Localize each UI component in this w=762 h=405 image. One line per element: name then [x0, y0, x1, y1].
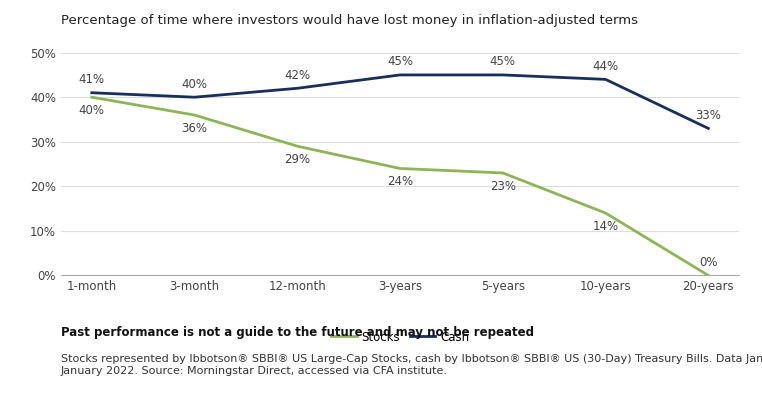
Text: 41%: 41%: [78, 73, 105, 86]
Text: 23%: 23%: [490, 180, 516, 193]
Text: 42%: 42%: [284, 68, 310, 81]
Text: Past performance is not a guide to the future and may not be repeated: Past performance is not a guide to the f…: [61, 326, 534, 339]
Text: 40%: 40%: [78, 104, 105, 117]
Text: 14%: 14%: [593, 220, 619, 233]
Text: 29%: 29%: [284, 153, 310, 166]
Text: Stocks represented by Ibbotson® SBBI® US Large-Cap Stocks, cash by Ibbotson® SBB: Stocks represented by Ibbotson® SBBI® US…: [61, 354, 762, 376]
Text: 45%: 45%: [387, 55, 413, 68]
Text: 44%: 44%: [593, 60, 619, 73]
Text: Percentage of time where investors would have lost money in inflation-adjusted t: Percentage of time where investors would…: [61, 14, 638, 27]
Text: 36%: 36%: [181, 122, 207, 135]
Text: 40%: 40%: [181, 77, 207, 90]
Text: 33%: 33%: [696, 109, 722, 122]
Text: 24%: 24%: [387, 175, 413, 188]
Text: 45%: 45%: [490, 55, 516, 68]
Legend: Stocks, Cash: Stocks, Cash: [326, 326, 474, 348]
Text: 0%: 0%: [699, 256, 718, 269]
